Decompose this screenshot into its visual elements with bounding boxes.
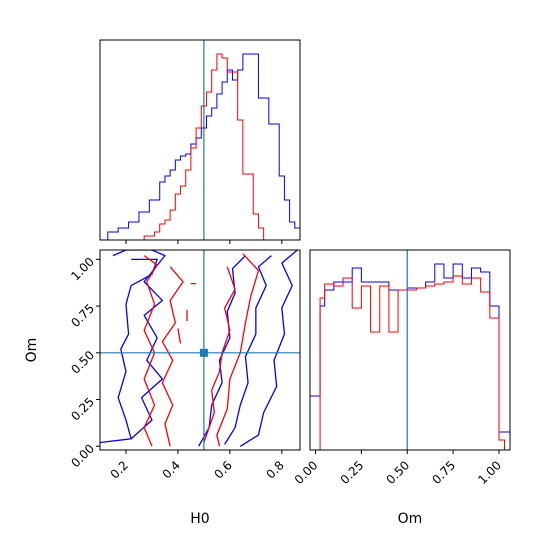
h0-histogram-body [102, 40, 300, 240]
contour-body [100, 250, 300, 450]
contour-line-red [161, 266, 184, 447]
om-histogram-red [310, 275, 510, 450]
x-axis-label-h0: H0 [190, 511, 209, 527]
h0-histogram-red [102, 53, 300, 240]
contour-line-blue [100, 250, 166, 444]
truth-marker [199, 348, 208, 357]
h0-histogram-ticks [125, 240, 283, 244]
x-axis-label-om: Om [398, 511, 423, 527]
om-histogram-frame [309, 249, 511, 451]
h0-histogram-frame [99, 39, 301, 241]
contour-line-red [177, 328, 182, 344]
panel-h0-om-contour: 0.2 0.4 0.6 0.80.000.250.500.751.00 [68, 249, 301, 482]
y-axis-label-om: Om [24, 338, 40, 363]
contour-frame [99, 249, 301, 451]
contour-line-red [143, 255, 158, 447]
contour-line-blue [224, 255, 272, 445]
om-clipped-marks [310, 250, 510, 450]
contour-line-blue [117, 258, 158, 439]
contour-line-blue [198, 255, 246, 447]
panel-h0-histogram [99, 39, 301, 244]
om-histogram-body [310, 250, 510, 450]
h0-clipped-marks [102, 40, 300, 240]
contour-clipped-marks [100, 250, 300, 450]
contour-line-blue [239, 250, 298, 447]
